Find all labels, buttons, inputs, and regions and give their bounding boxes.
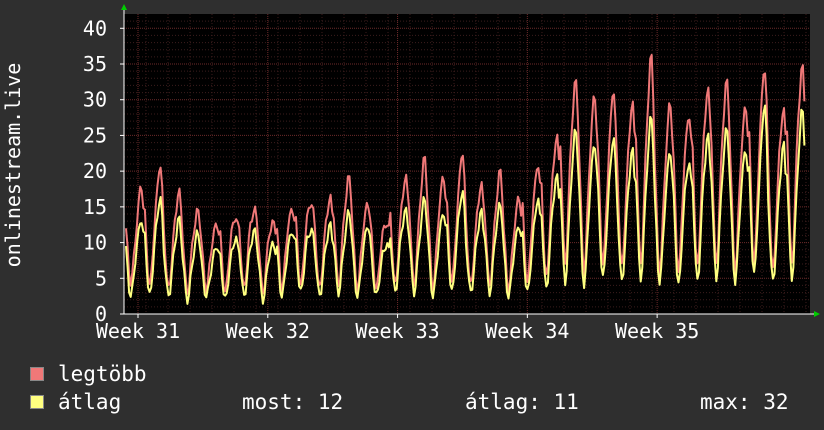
y-tick-label: 15 <box>83 195 107 219</box>
legend-label-avg: átlag <box>58 390 122 414</box>
y-axis-label: onlinestream.live <box>1 63 25 268</box>
series-lines <box>125 53 806 305</box>
legend-item-max: legtöbb <box>30 362 147 386</box>
x-tick-label: Week 34 <box>485 319 569 343</box>
y-tick-label: 30 <box>83 88 107 112</box>
legend-label-max: legtöbb <box>58 362 147 386</box>
y-tick-label: 0 <box>95 302 107 326</box>
y-tick-label: 10 <box>83 231 107 255</box>
stat-max: max: 32 <box>700 390 789 414</box>
x-tick-label: Week 35 <box>615 319 699 343</box>
axes: 0 5 10 15 20 25 30 35 40 Week 31 Week 32 Week 33 Wee… <box>83 4 820 343</box>
y-tick-label: 20 <box>83 159 107 183</box>
stat-avg: átlag: 11 <box>465 390 579 414</box>
legend-swatch-max <box>30 367 44 381</box>
x-axis-arrow <box>814 311 820 317</box>
series-line-avg <box>125 104 806 305</box>
x-tick-label: Week 33 <box>355 319 439 343</box>
series-line-max <box>125 53 806 295</box>
legend-swatch-avg <box>30 395 44 409</box>
y-axis-arrow <box>121 4 127 10</box>
y-tick-label: 40 <box>83 16 107 40</box>
x-tick-label: Week 32 <box>226 319 310 343</box>
stat-now: most: 12 <box>242 390 344 414</box>
x-tick-label: Week 31 <box>96 319 180 343</box>
y-tick-label: 25 <box>83 123 107 147</box>
y-tick-label: 35 <box>83 52 107 76</box>
legend-item-avg: átlag <box>30 390 122 414</box>
y-tick-label: 5 <box>95 266 107 290</box>
